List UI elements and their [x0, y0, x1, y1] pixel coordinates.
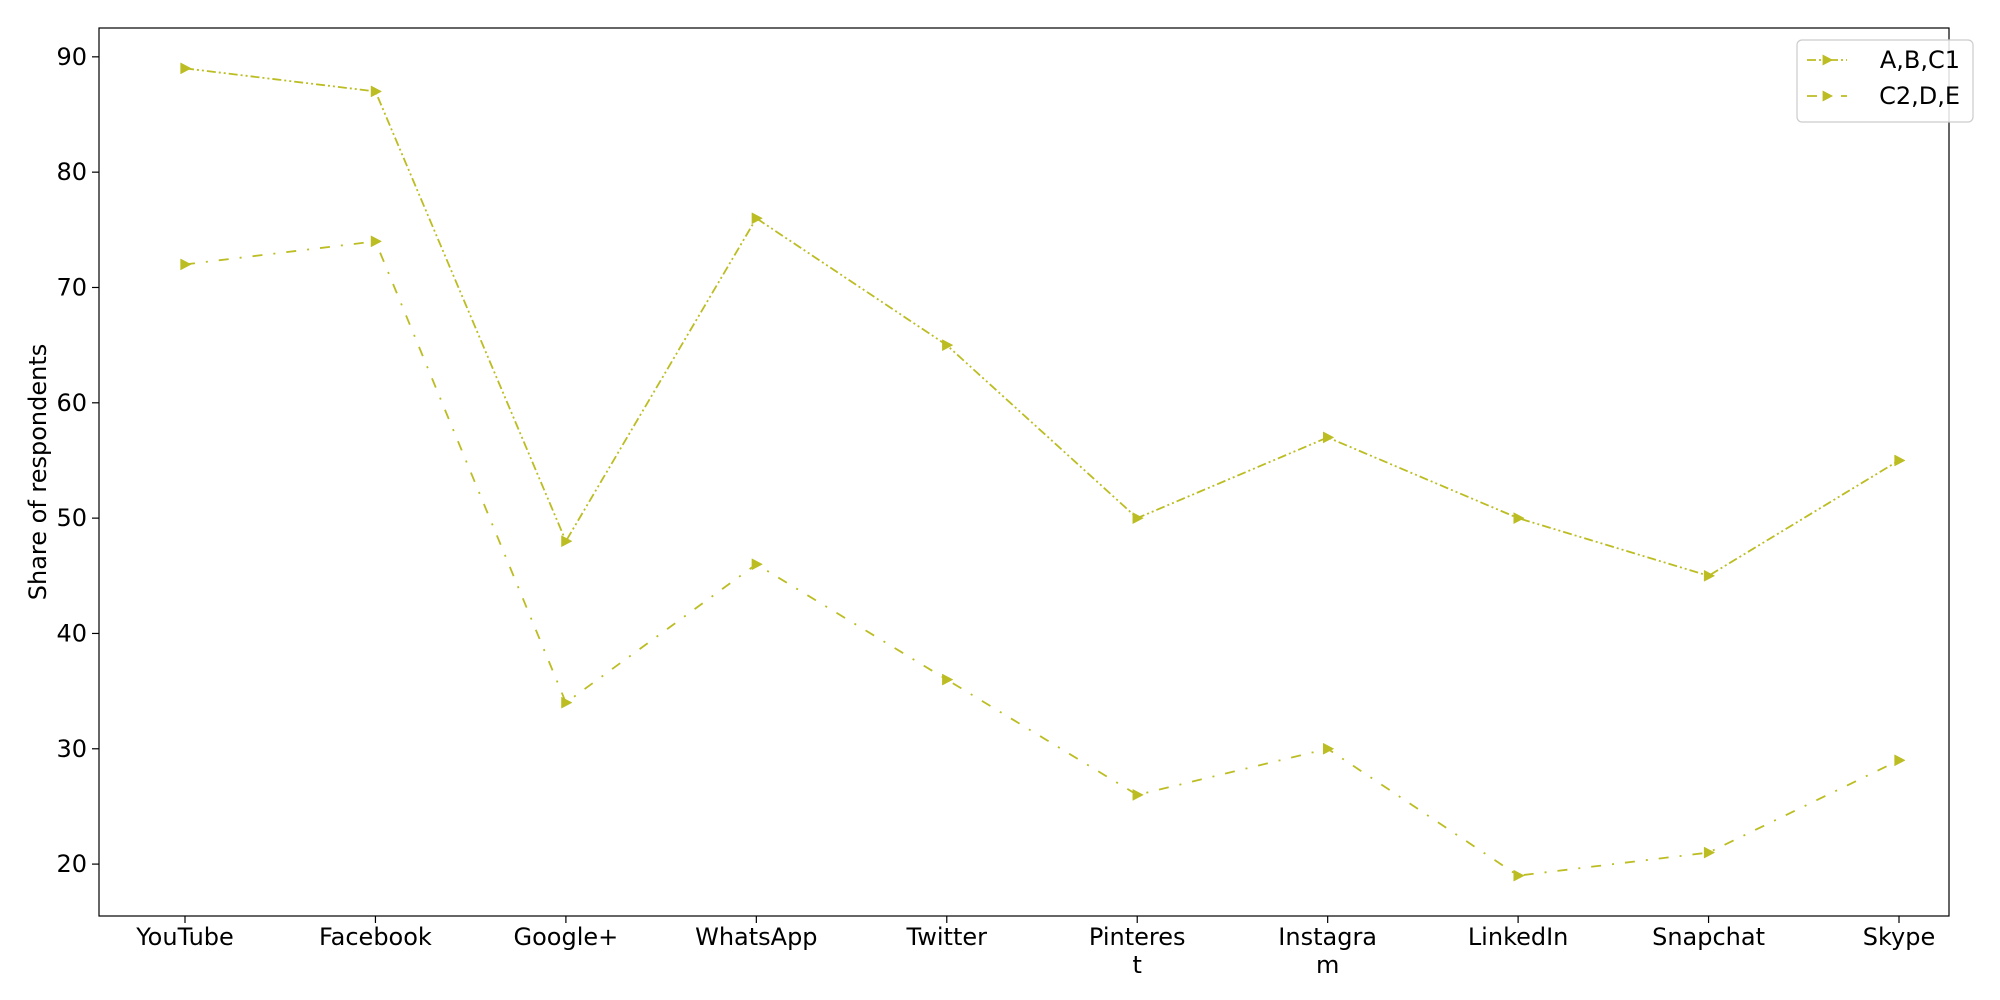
data-point-marker: [1703, 569, 1716, 582]
y-tick-label: 60: [56, 389, 87, 417]
y-tick-label: 30: [56, 735, 87, 763]
legend-item[interactable]: A,B,C1: [1807, 46, 1960, 74]
data-point-marker: [370, 235, 383, 248]
data-point-marker: [1323, 431, 1335, 444]
data-point-marker: [751, 212, 763, 225]
plot-area: [180, 62, 1906, 882]
y-tick-label: 80: [56, 158, 87, 186]
y-axis-title: Share of respondents: [24, 344, 52, 601]
legend-label: C2,D,E: [1879, 82, 1960, 110]
y-axis: 20 30 40 50 60 70 80 90: [56, 43, 99, 878]
data-point-marker: [751, 558, 763, 571]
legend-item[interactable]: C2,D,E: [1807, 82, 1960, 110]
data-point-marker: [561, 535, 573, 548]
legend[interactable]: A,B,C1 C2,D,E: [1796, 39, 1974, 123]
x-axis: YouTube Facebook Google+ WhatsApp Twitter Pin…: [135, 916, 1935, 979]
plot-frame: [98, 27, 1950, 917]
x-tick-label: WhatsApp: [695, 923, 817, 951]
data-point-marker: [1132, 512, 1144, 525]
data-point-marker: [561, 696, 573, 709]
data-point-marker: [1323, 742, 1335, 755]
data-point-marker: [1703, 846, 1716, 859]
series-line: [184, 240, 1900, 877]
legend-label: A,B,C1: [1880, 46, 1960, 74]
x-tick-label: Snapchat: [1652, 923, 1765, 951]
series-1: [180, 62, 1906, 582]
series-line: [184, 67, 1900, 577]
y-tick-label: 20: [56, 850, 87, 878]
x-tick-label: LinkedIn: [1468, 923, 1569, 951]
x-tick-label: Skype: [1863, 923, 1935, 951]
data-point-marker: [1894, 754, 1906, 767]
data-point-marker: [942, 673, 954, 686]
legend-marker: [1822, 54, 1834, 66]
y-tick-label: 90: [56, 43, 87, 71]
data-point-marker: [942, 339, 954, 352]
data-point-marker: [180, 62, 192, 75]
data-point-marker: [180, 258, 192, 271]
x-tick-label: Twitter: [906, 923, 988, 951]
y-tick-label: 50: [56, 504, 87, 532]
y-tick-label: 40: [56, 619, 87, 647]
x-tick-label: Pinteres t: [1089, 923, 1186, 979]
x-tick-label: Facebook: [319, 923, 432, 951]
data-point-marker: [370, 85, 383, 98]
x-tick-label: Instagra m: [1278, 923, 1377, 979]
x-tick-label: Google+: [514, 923, 619, 951]
data-point-marker: [1513, 869, 1525, 882]
data-point-marker: [1894, 454, 1906, 467]
data-point-marker: [1132, 788, 1144, 801]
data-point-marker: [1513, 512, 1525, 525]
series-2: [180, 235, 1906, 882]
y-tick-label: 70: [56, 273, 87, 301]
legend-marker: [1822, 90, 1834, 102]
x-tick-label: YouTube: [135, 923, 234, 951]
